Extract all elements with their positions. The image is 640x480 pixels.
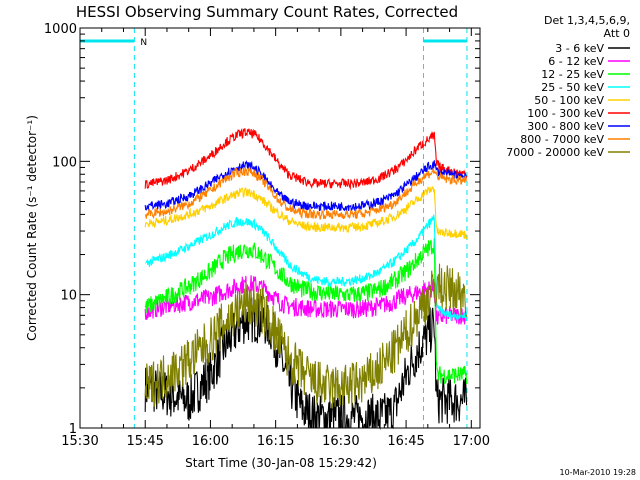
legend-header-line-2: Att 0: [604, 27, 630, 40]
x-tick-label: 16:45: [387, 434, 424, 449]
x-axis: 15:30 15:45 16:00 16:15 16:30 16:45 17:00: [61, 28, 490, 449]
series-line: [144, 238, 468, 385]
y-tick-label: 1000: [44, 22, 77, 37]
date-stamp: 10-Mar-2010 19:28: [560, 468, 637, 477]
series-line: [144, 185, 468, 240]
y-tick-label: 10: [60, 289, 77, 304]
plot-frame: [79, 27, 481, 429]
x-tick-label: 15:30: [61, 434, 98, 449]
y-tick-label: 1: [69, 422, 77, 437]
series-line: [144, 263, 468, 409]
y-axis: 1 10 100 1000: [44, 22, 480, 437]
x-tick-label: 15:45: [126, 434, 163, 449]
x-tick-label: 16:00: [192, 434, 229, 449]
legend-entry-label: 6 - 12 keV: [548, 55, 604, 68]
legend-entry-label: 50 - 100 keV: [534, 94, 604, 107]
series-line: [144, 275, 468, 325]
legend-header-line-1: Det 1,3,4,5,6,9,: [544, 14, 630, 27]
series-line: [144, 160, 467, 212]
interval-label: N: [140, 38, 147, 48]
legend-entry-label: 100 - 300 keV: [527, 107, 604, 120]
series-line: [144, 127, 468, 191]
legend-entry-label: 3 - 6 keV: [555, 42, 604, 55]
y-axis-label: Corrected Count Rate (s⁻¹ detector⁻¹): [25, 115, 39, 341]
y-tick-label: 100: [52, 155, 77, 170]
series-line: [144, 166, 468, 220]
chart-title: HESSI Observing Summary Count Rates, Cor…: [76, 3, 458, 21]
legend-entry-label: 800 - 7000 keV: [520, 133, 604, 146]
plot-area: N: [79, 28, 468, 431]
legend-entry-label: 12 - 25 keV: [541, 68, 604, 81]
x-tick-label: 17:00: [453, 434, 490, 449]
series-line: [145, 214, 468, 322]
x-axis-label: Start Time (30-Jan-08 15:29:42): [185, 456, 377, 470]
x-tick-label: 16:30: [322, 434, 359, 449]
series-line: [144, 295, 468, 431]
legend-entry-label: 25 - 50 keV: [541, 81, 604, 94]
legend-entry-label: 7000 - 20000 keV: [506, 146, 604, 159]
x-tick-label: 16:15: [257, 434, 294, 449]
legend-entry-label: 300 - 800 keV: [527, 120, 604, 133]
